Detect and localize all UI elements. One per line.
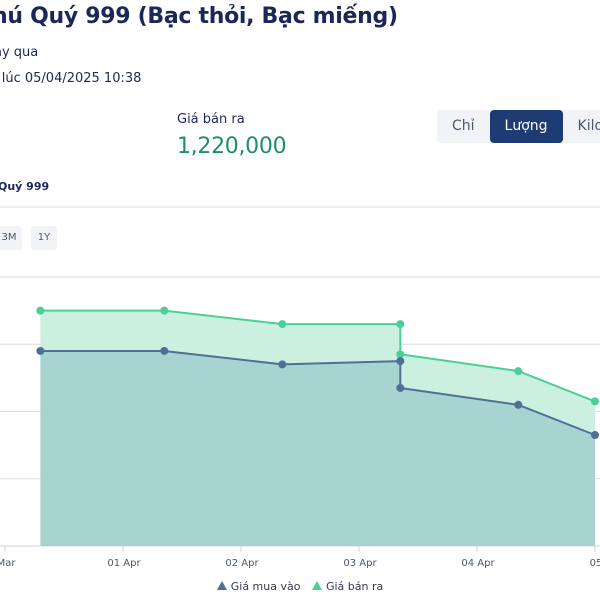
x-tick-label: 04 Apr bbox=[461, 558, 495, 569]
buy-point bbox=[36, 346, 45, 355]
x-tick-label: 01 Apr bbox=[107, 558, 141, 569]
sell-point bbox=[278, 320, 287, 329]
chart-legend: Giá mua vào Giá bán ra bbox=[0, 580, 600, 593]
buy-point bbox=[396, 383, 405, 392]
sell-price-value: 1,220,000 bbox=[177, 134, 287, 159]
buy-point bbox=[591, 431, 599, 440]
unit-tab-chi[interactable]: Chỉ bbox=[452, 118, 475, 134]
triangle-icon bbox=[216, 581, 227, 590]
triangle-icon bbox=[311, 581, 322, 590]
sell-point bbox=[36, 306, 45, 315]
buy-area bbox=[40, 351, 595, 546]
legend-item-sell[interactable]: Giá bán ra bbox=[311, 580, 384, 593]
legend-item-buy[interactable]: Giá mua vào bbox=[216, 580, 301, 593]
x-tick-label: 05 bbox=[590, 558, 600, 569]
range-button-1y[interactable]: 1Y bbox=[31, 226, 57, 250]
buy-point bbox=[396, 357, 405, 366]
updated-time: i lúc 05/04/2025 10:38 bbox=[0, 71, 142, 86]
buy-point bbox=[278, 360, 287, 369]
legend-label-buy: Giá mua vào bbox=[230, 580, 301, 593]
page-subtitle: ày qua bbox=[0, 45, 39, 60]
x-tick-label: Mar bbox=[0, 558, 16, 569]
legend-label-sell: Giá bán ra bbox=[325, 580, 384, 593]
page-title: hú Quý 999 (Bạc thỏi, Bạc miếng) bbox=[0, 4, 398, 29]
x-tick-label: 02 Apr bbox=[225, 558, 259, 569]
sell-point bbox=[160, 306, 169, 315]
sell-point bbox=[396, 320, 405, 329]
sell-point bbox=[514, 367, 523, 376]
range-button-3m[interactable]: 3M bbox=[0, 226, 22, 250]
unit-tab-luong[interactable]: Lượng bbox=[489, 110, 563, 143]
x-tick-label: 03 Apr bbox=[343, 558, 377, 569]
buy-point bbox=[160, 346, 169, 355]
unit-tab-kilogram[interactable]: Kilog bbox=[577, 118, 600, 134]
unit-tabs: Chỉ Lượng Kilog bbox=[437, 110, 600, 143]
sell-point bbox=[591, 397, 599, 406]
buy-point bbox=[514, 400, 523, 409]
sell-price-label: Giá bán ra bbox=[177, 112, 245, 127]
sell-point bbox=[396, 350, 405, 359]
chart-title: Quý 999 bbox=[0, 180, 50, 193]
